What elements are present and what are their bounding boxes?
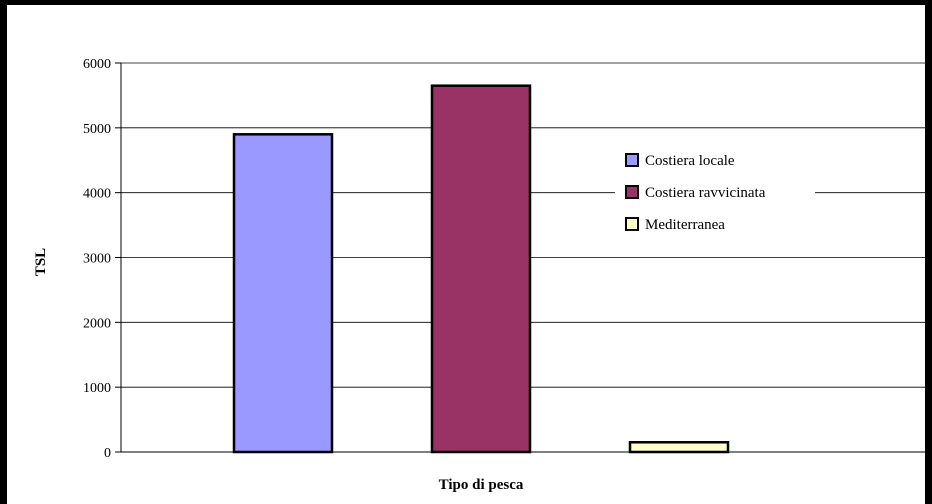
- legend-swatch: [625, 185, 639, 199]
- legend-swatch: [625, 217, 639, 231]
- y-tick-label: 0: [104, 446, 111, 461]
- y-tick-label: 1000: [83, 381, 111, 396]
- y-tick-label: 6000: [83, 57, 111, 72]
- legend-label: Costiera locale: [645, 153, 735, 169]
- bar-mediterranea: [628, 441, 730, 454]
- legend-label: Costiera ravvicinata: [645, 185, 766, 201]
- y-axis-title: TSL: [33, 248, 49, 276]
- legend: Costiera locale Costiera ravvicinata Medit…: [615, 145, 815, 240]
- legend-box: [615, 145, 815, 240]
- y-ticks: 0 1000 2000 3000 4000 5000 6000: [83, 57, 121, 461]
- bars: [232, 84, 730, 454]
- y-tick-label: 5000: [83, 122, 111, 137]
- legend-swatch: [625, 153, 639, 167]
- bar-costiera-ravvicinata: [430, 84, 532, 454]
- y-tick-label: 2000: [83, 316, 111, 331]
- legend-label: Mediterranea: [645, 217, 725, 233]
- x-axis-title: Tipo di pesca: [439, 477, 524, 493]
- y-tick-label: 4000: [83, 187, 111, 202]
- bar-costiera-locale: [232, 133, 334, 454]
- y-tick-label: 3000: [83, 252, 111, 267]
